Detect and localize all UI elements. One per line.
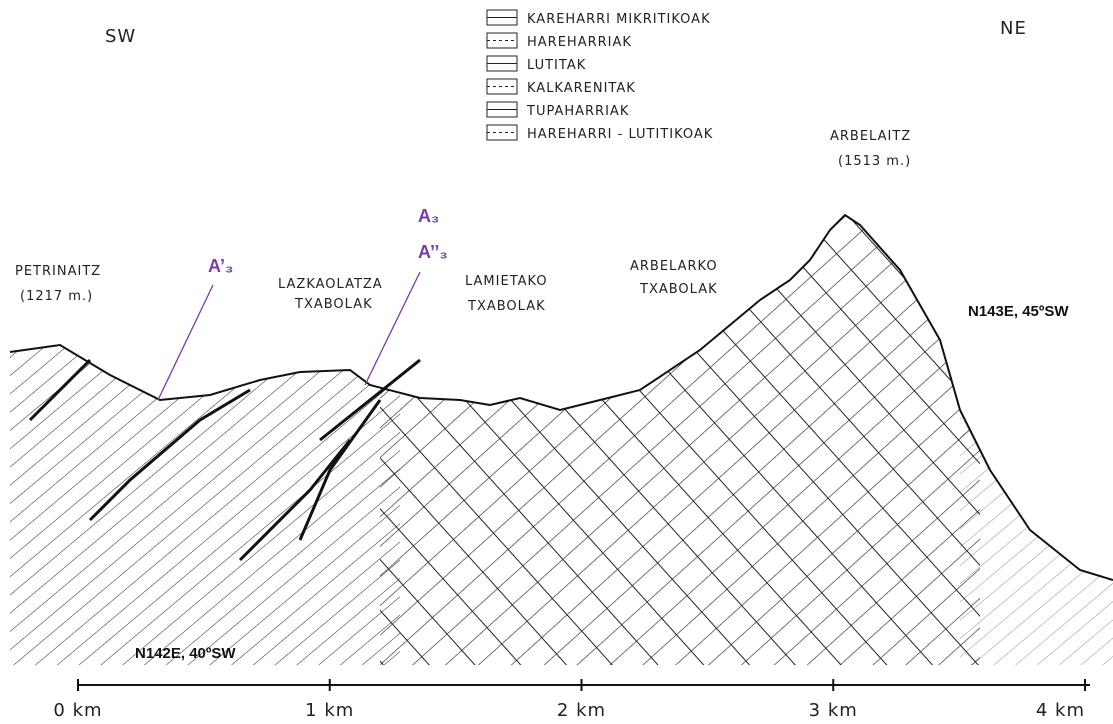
strata (0, 200, 1113, 670)
legend-label: HAREHARRI - LUTITIKOAK (527, 127, 713, 142)
scale-label: 1 km (305, 700, 354, 721)
marker-label: A₃ (418, 206, 439, 226)
hut-sub: TXABOLAK (467, 299, 546, 314)
scale-label: 0 km (53, 700, 102, 721)
scale-label: 2 km (557, 700, 606, 721)
direction: SW (105, 26, 136, 47)
orientation: N143E, 45ºSW (968, 303, 1069, 320)
hut-sub: TXABOLAK (639, 282, 718, 297)
legend-label: LUTITAK (527, 58, 586, 73)
hut-name: LAZKAOLATZA (278, 277, 383, 292)
legend-label: TUPAHARRIAK (526, 104, 629, 119)
scale-label: 3 km (809, 700, 858, 721)
legend-label: KALKARENITAK (527, 81, 636, 96)
legend-label: HAREHARRIAK (527, 35, 632, 50)
orientation: N142E, 40ºSW (135, 645, 236, 662)
marker-line (158, 285, 213, 400)
direction: NE (1000, 18, 1027, 39)
legend-label: KAREHARRI MIKRITIKOAK (527, 12, 711, 27)
peak-elevation: (1217 m.) (20, 289, 93, 304)
marker-label: A’₃ (208, 256, 233, 276)
peak-name: ARBELAITZ (830, 129, 911, 144)
legend: KAREHARRI MIKRITIKOAK HAREHARRIAK LUTITAK K… (487, 10, 713, 142)
peak-elevation: (1513 m.) (838, 154, 911, 169)
cross-section: SW NE KAREHARRI MIKRITIKOAK HAREHARRIAK LU… (0, 0, 1113, 724)
peak-name: PETRINAITZ (15, 264, 101, 279)
scale-label: 4 km (1036, 700, 1085, 721)
marker-label: A’’₃ (418, 242, 448, 262)
hut-name: ARBELARKO (630, 259, 718, 274)
hut-name: LAMIETAKO (465, 274, 548, 289)
hut-sub: TXABOLAK (294, 297, 373, 312)
